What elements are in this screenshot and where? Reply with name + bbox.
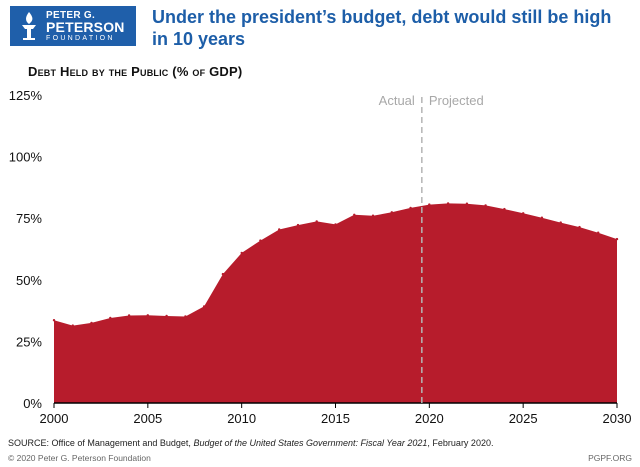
peterson-logo: PETER G. PETERSON FOUNDATION [10, 6, 136, 46]
source-note: SOURCE: Office of Management and Budget,… [8, 438, 493, 448]
data-point [390, 211, 393, 214]
data-point [503, 207, 506, 211]
debt-area [54, 203, 617, 403]
data-point [278, 228, 281, 231]
website-link[interactable]: PGPF.ORG [588, 453, 632, 463]
data-point [146, 314, 149, 317]
debt-area-chart: 0% 25% 50% 75% 100% 125% 2000 2005 2010 2015 2020 2… [9, 88, 632, 426]
data-point [578, 225, 581, 229]
chart-headline: Under the president’s budget, debt would… [152, 7, 612, 49]
data-point [484, 204, 487, 207]
y-tick-label: 100% [9, 150, 43, 165]
data-point [615, 237, 619, 241]
data-point [409, 206, 412, 210]
y-tick-label: 25% [16, 334, 42, 349]
source-title: Budget of the United States Government: … [193, 438, 428, 448]
data-point [127, 314, 131, 317]
x-tick-label: 2030 [603, 411, 632, 426]
torch-icon [22, 12, 36, 40]
source-suffix: , February 2020. [427, 438, 494, 448]
data-point [240, 251, 243, 255]
x-tick-label: 2020 [415, 411, 444, 426]
data-point [597, 231, 600, 234]
data-point [165, 314, 168, 318]
data-point [540, 216, 544, 219]
data-point [296, 223, 300, 227]
data-point [52, 319, 56, 322]
y-tick-label: 0% [23, 396, 42, 411]
data-point [446, 202, 450, 205]
y-tick-label: 125% [9, 88, 43, 103]
data-point [334, 223, 337, 226]
x-tick-label: 2000 [40, 411, 69, 426]
logo-text-line3: FOUNDATION [46, 35, 115, 42]
data-point [428, 203, 431, 206]
data-point [109, 316, 112, 320]
data-point [465, 202, 469, 205]
logo-text-line2: PETERSON [46, 19, 125, 35]
copyright: © 2020 Peter G. Peterson Foundation [8, 453, 151, 463]
data-point [71, 324, 75, 327]
x-tick-label: 2005 [133, 411, 162, 426]
data-point [90, 321, 93, 325]
data-point [221, 272, 225, 276]
y-tick-label: 75% [16, 211, 42, 226]
projected-label: Projected [429, 93, 484, 108]
x-tick-label: 2015 [321, 411, 350, 426]
actual-label: Actual [379, 93, 415, 108]
x-tick-label: 2010 [227, 411, 256, 426]
logo-text-line1: PETER G. [46, 10, 96, 21]
data-point [353, 213, 356, 216]
source-prefix: SOURCE: Office of Management and Budget, [8, 438, 194, 448]
x-tick-label: 2025 [509, 411, 538, 426]
data-point [522, 212, 525, 215]
chart-title: Debt Held by the Public (% of GDP) [28, 64, 243, 79]
data-point [202, 305, 206, 308]
data-point [559, 221, 562, 224]
y-tick-label: 50% [16, 273, 42, 288]
data-point [184, 315, 187, 318]
data-point [371, 214, 375, 217]
data-point [259, 239, 262, 242]
data-point [315, 220, 318, 223]
